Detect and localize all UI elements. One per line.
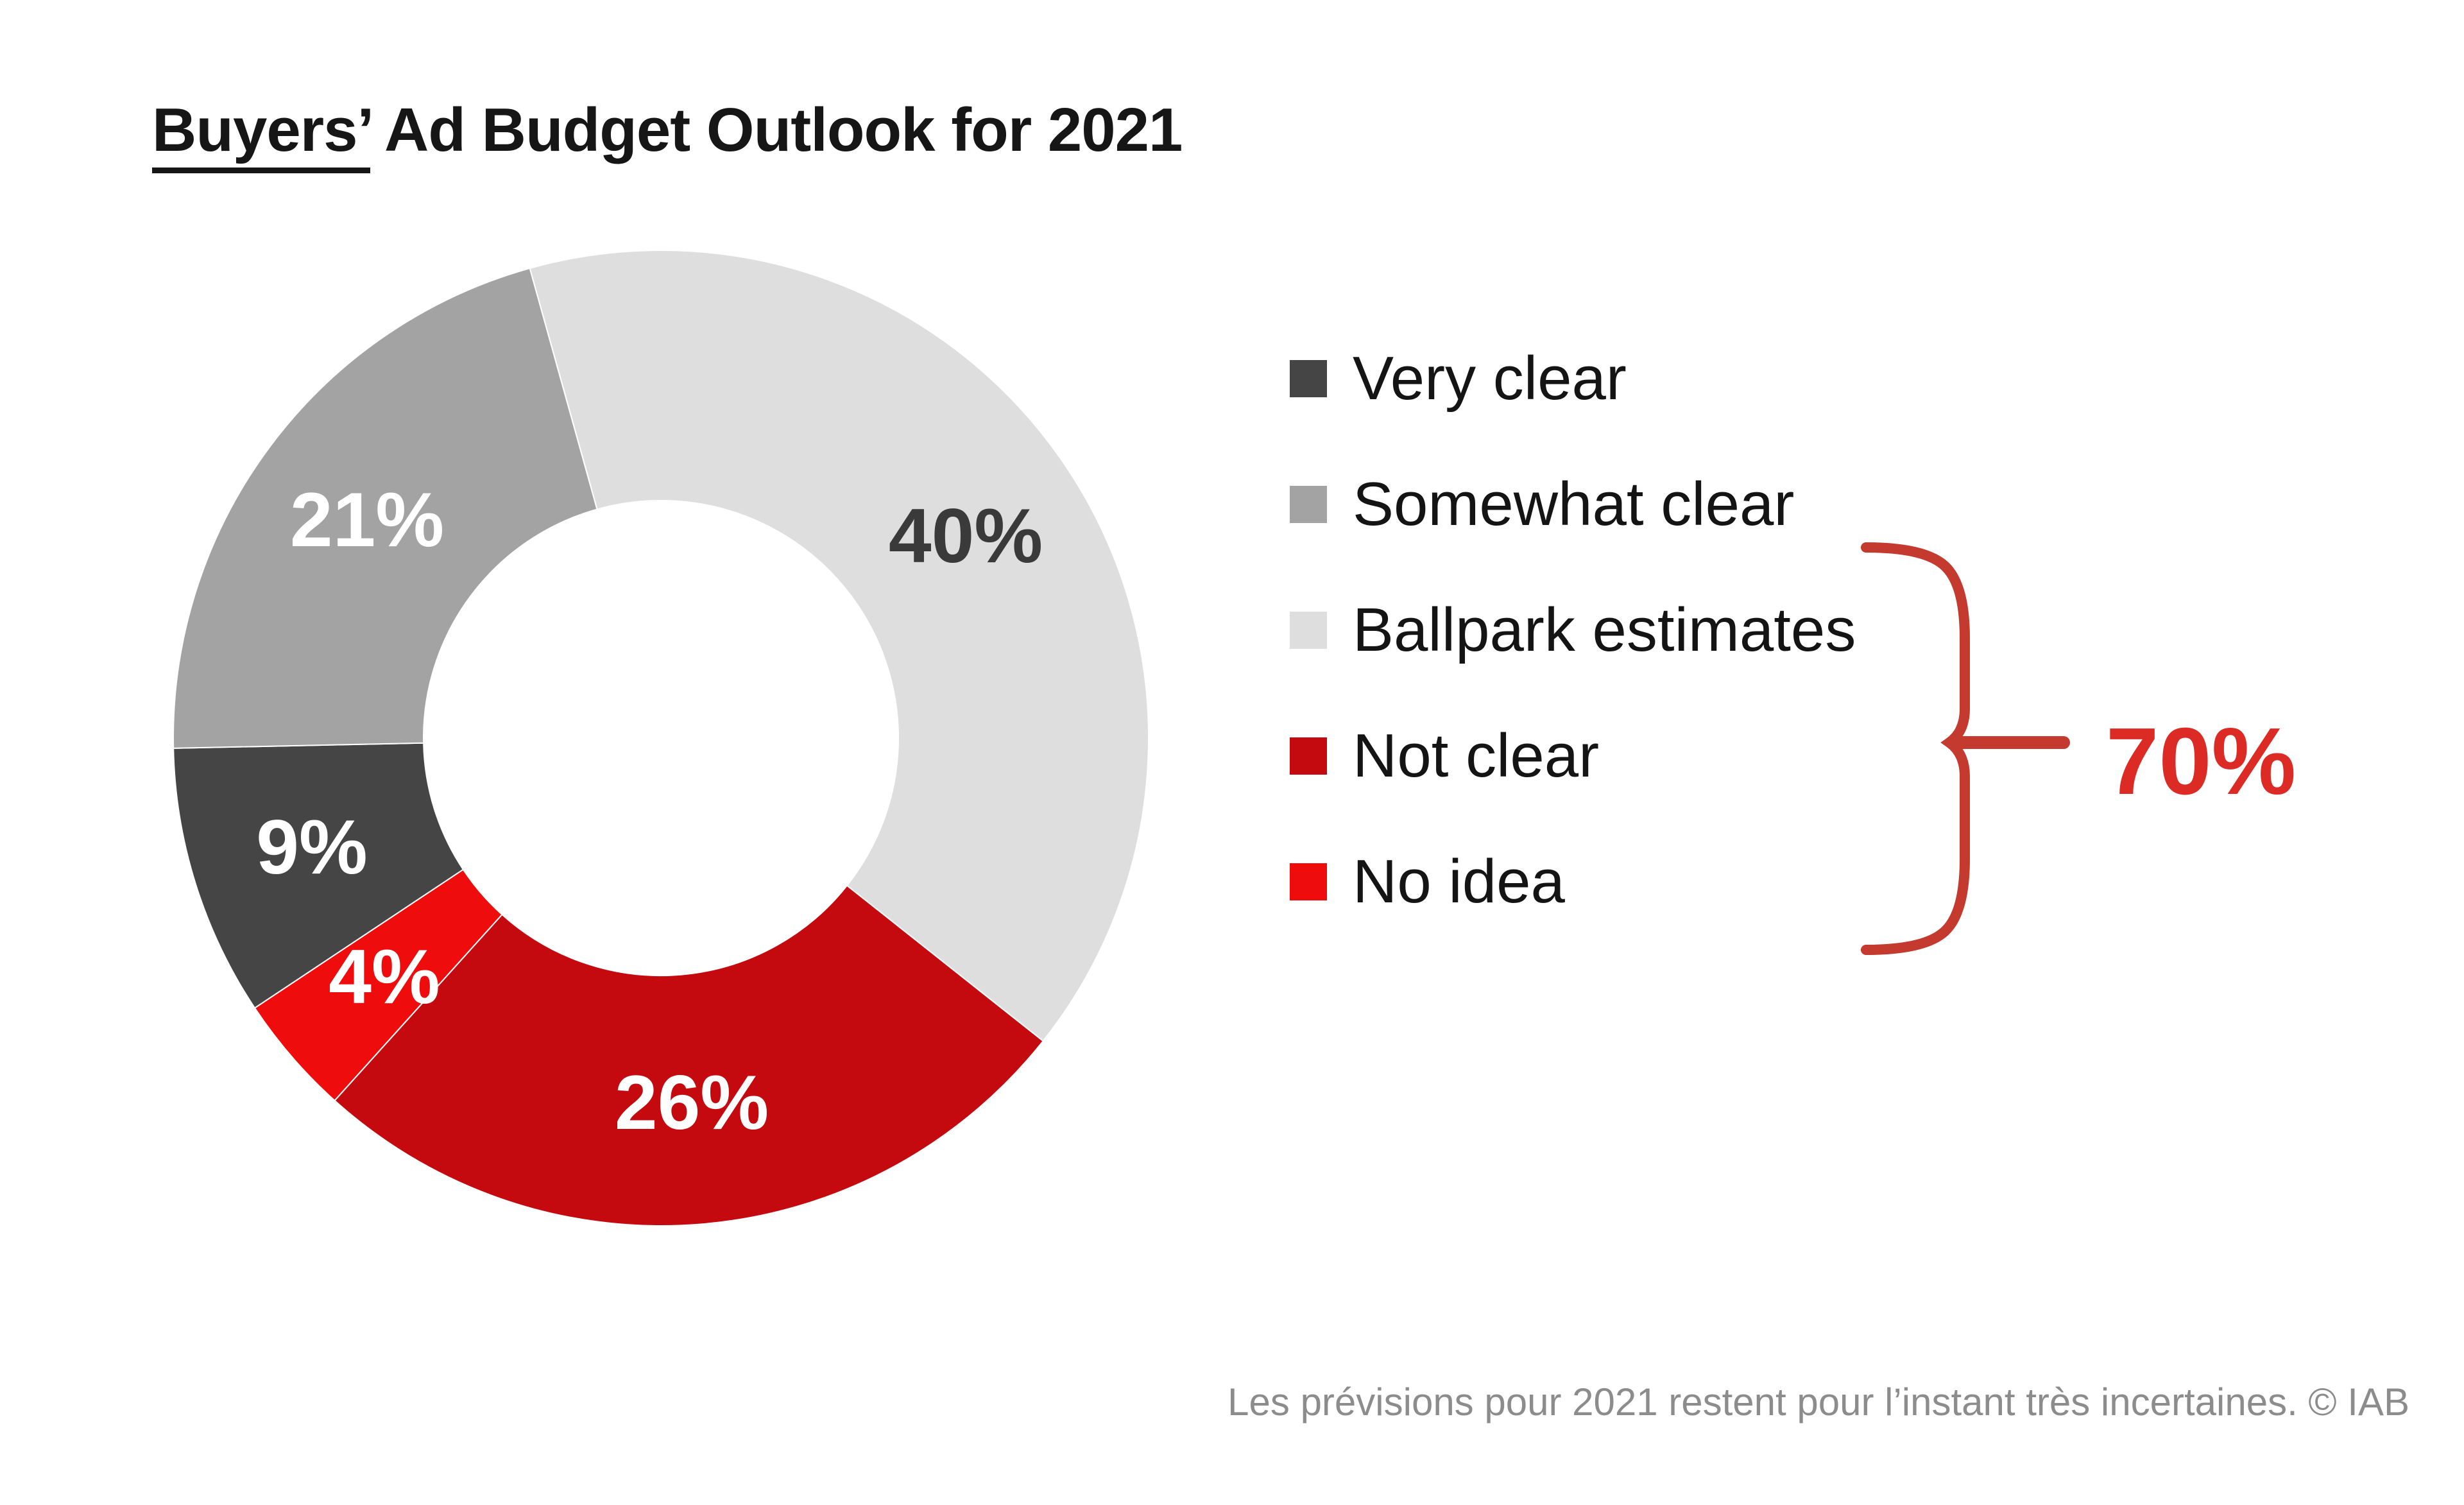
legend-swatch-very-clear [1290, 360, 1327, 397]
donut-slice-not-clear [334, 884, 1045, 1226]
slice-label-ballpark-estimates: 40% [889, 493, 1043, 579]
legend-item-no-idea: No idea [1290, 847, 1565, 916]
legend-swatch-somewhat-clear [1290, 486, 1327, 523]
slice-label-somewhat-clear: 21% [290, 477, 444, 563]
legend-item-label: Very clear [1353, 344, 1627, 413]
donut-slice-ballpark-estimates [529, 249, 1149, 1042]
legend-swatch-no-idea [1290, 863, 1327, 900]
title-underlined-word: Buyers’ [152, 96, 371, 173]
slice-label-not-clear: 26% [615, 1060, 769, 1146]
legend-item-label: Ballpark estimates [1353, 596, 1856, 664]
legend-swatch-not-clear [1290, 737, 1327, 775]
title-rest: Ad Budget Outlook for 2021 [370, 96, 1183, 164]
caption: Les prévisions pour 2021 restent pour l’… [1228, 1380, 2409, 1423]
legend-item-somewhat-clear: Somewhat clear [1290, 470, 1794, 538]
chart-legend: Very clear Somewhat clear Ballpark estimat… [1290, 0, 2060, 1505]
slice-label-very-clear: 9% [256, 804, 367, 890]
legend-item-not-clear: Not clear [1290, 721, 1599, 790]
chart-title: Buyers’ Ad Budget Outlook for 2021 [152, 95, 1183, 173]
donut-slice-very-clear [173, 742, 465, 1009]
donut-slice-somewhat-clear [173, 267, 598, 749]
group-percent: 70% [2106, 709, 2297, 814]
legend-item-very-clear: Very clear [1290, 344, 1627, 413]
legend-item-ballpark-estimates: Ballpark estimates [1290, 596, 1856, 664]
slice-label-no-idea: 4% [329, 934, 440, 1020]
legend-item-label: Somewhat clear [1353, 470, 1795, 538]
grouping-brace [1861, 542, 1970, 955]
legend-item-label: Not clear [1353, 721, 1600, 790]
legend-item-label: No idea [1353, 847, 1565, 916]
legend-swatch-ballpark-estimates [1290, 612, 1327, 649]
